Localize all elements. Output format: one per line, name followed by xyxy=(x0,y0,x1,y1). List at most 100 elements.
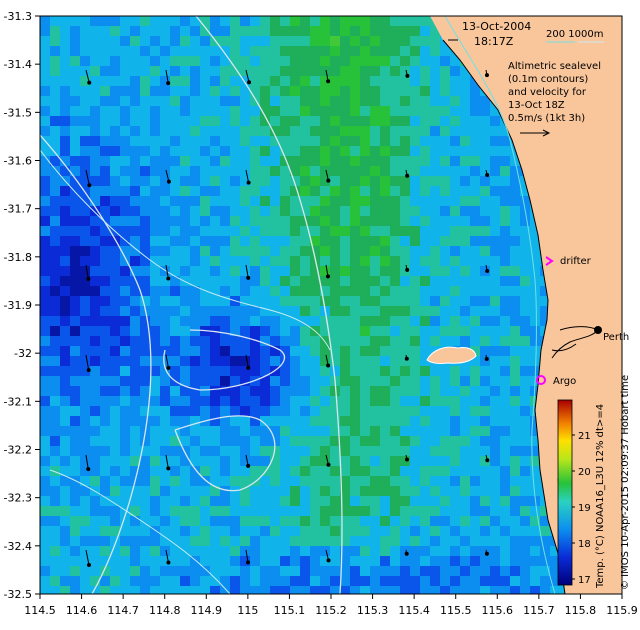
sst-pixel xyxy=(420,386,430,396)
sst-pixel xyxy=(370,546,380,556)
sst-pixel xyxy=(380,566,390,576)
sst-pixel xyxy=(270,266,280,276)
sst-pixel xyxy=(190,446,200,456)
sst-pixel xyxy=(190,556,200,566)
sst-pixel xyxy=(40,366,50,376)
sst-pixel xyxy=(350,126,360,136)
colorbar: 21 20 19 18 17 xyxy=(557,399,591,586)
sst-pixel xyxy=(100,126,110,136)
sst-pixel xyxy=(330,546,340,556)
sst-pixel xyxy=(490,346,500,356)
sst-pixel xyxy=(400,576,410,586)
sst-pixel xyxy=(470,536,480,546)
sst-pixel xyxy=(160,26,170,36)
sst-pixel xyxy=(300,16,310,26)
sst-pixel xyxy=(220,576,230,586)
sst-pixel xyxy=(280,186,290,196)
sst-pixel xyxy=(280,36,290,46)
sst-pixel xyxy=(330,106,340,116)
sst-pixel xyxy=(190,426,200,436)
sst-pixel xyxy=(200,316,210,326)
sst-pixel xyxy=(520,556,530,566)
sst-pixel xyxy=(490,336,500,346)
sst-pixel xyxy=(270,536,280,546)
sst-pixel xyxy=(90,496,100,506)
sst-pixel xyxy=(230,366,240,376)
sst-pixel xyxy=(380,406,390,416)
sst-pixel xyxy=(420,516,430,526)
sst-pixel xyxy=(440,446,450,456)
sst-pixel xyxy=(160,486,170,496)
sst-pixel xyxy=(120,326,130,336)
sst-pixel xyxy=(240,556,250,566)
sst-pixel xyxy=(410,386,420,396)
sst-pixel xyxy=(280,156,290,166)
drifter-marker[interactable] xyxy=(545,256,554,266)
sst-pixel xyxy=(440,76,450,86)
sst-pixel xyxy=(380,146,390,156)
sst-pixel xyxy=(40,346,50,356)
sst-pixel xyxy=(180,486,190,496)
sst-pixel xyxy=(300,116,310,126)
sst-pixel xyxy=(180,56,190,66)
sst-pixel xyxy=(50,326,60,336)
sst-pixel xyxy=(370,156,380,166)
sst-pixel xyxy=(100,446,110,456)
sst-pixel xyxy=(490,316,500,326)
sst-pixel xyxy=(150,176,160,186)
sst-pixel xyxy=(50,476,60,486)
sst-pixel xyxy=(540,516,550,526)
sst-pixel xyxy=(410,266,420,276)
sst-pixel xyxy=(150,536,160,546)
sst-pixel xyxy=(390,126,400,136)
sst-pixel xyxy=(460,156,470,166)
sst-pixel xyxy=(150,66,160,76)
sst-pixel xyxy=(460,196,470,206)
sst-pixel xyxy=(490,266,500,276)
velocity-arrow xyxy=(85,69,92,85)
sst-pixel xyxy=(290,546,300,556)
sst-pixel xyxy=(450,576,460,586)
sst-pixel xyxy=(470,376,480,386)
sst-pixel xyxy=(320,266,330,276)
sst-pixel xyxy=(300,26,310,36)
sst-pixel xyxy=(250,416,260,426)
sst-pixel xyxy=(490,376,500,386)
sst-pixel xyxy=(410,406,420,416)
sst-pixel xyxy=(90,436,100,446)
sst-pixel xyxy=(90,216,100,226)
sst-pixel xyxy=(440,226,450,236)
sst-pixel xyxy=(320,316,330,326)
argo-marker[interactable] xyxy=(536,375,546,385)
sst-pixel xyxy=(440,536,450,546)
sst-pixel xyxy=(300,306,310,316)
sst-pixel xyxy=(500,496,510,506)
sst-pixel xyxy=(120,286,130,296)
sst-pixel xyxy=(260,156,270,166)
sst-pixel xyxy=(200,166,210,176)
velocity-arrow xyxy=(165,69,171,86)
sst-pixel xyxy=(170,296,180,306)
sst-pixel xyxy=(70,286,80,296)
sst-pixel xyxy=(300,436,310,446)
sst-pixel xyxy=(480,516,490,526)
sst-pixel xyxy=(390,326,400,336)
sst-pixel xyxy=(460,246,470,256)
sst-pixel xyxy=(470,166,480,176)
sst-pixel xyxy=(250,176,260,186)
sst-pixel xyxy=(190,456,200,466)
sst-pixel xyxy=(80,496,90,506)
velocity-arrow xyxy=(484,69,489,78)
sst-pixel xyxy=(220,556,230,566)
sst-pixel xyxy=(350,216,360,226)
sst-pixel xyxy=(340,516,350,526)
sst-pixel xyxy=(380,86,390,96)
sst-pixel xyxy=(450,546,460,556)
sst-pixel xyxy=(330,196,340,206)
sst-pixel xyxy=(170,216,180,226)
sst-pixel xyxy=(60,326,70,336)
sst-pixel xyxy=(200,236,210,246)
sst-pixel xyxy=(430,506,440,516)
sst-pixel xyxy=(480,556,490,566)
sst-pixel xyxy=(470,126,480,136)
